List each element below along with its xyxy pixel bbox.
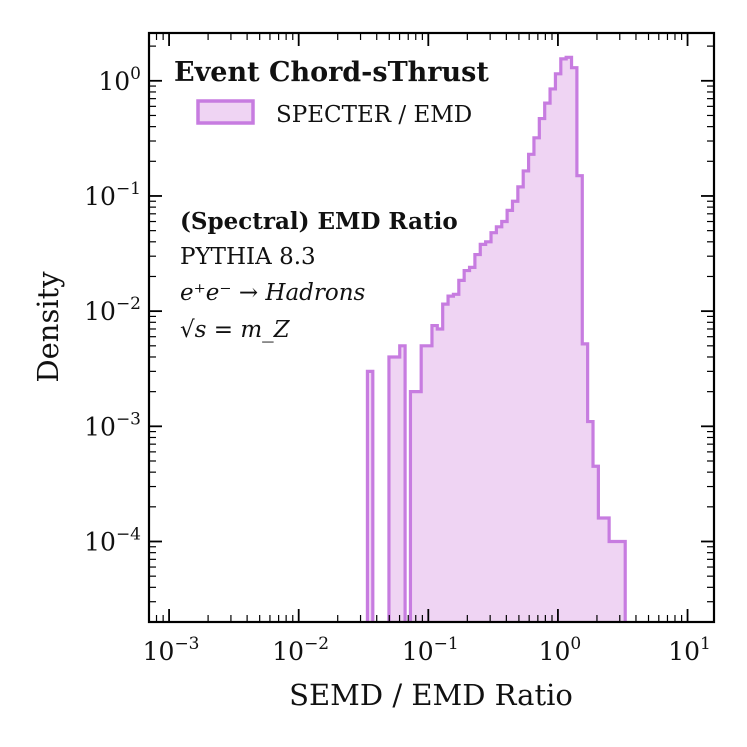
axis-ticks (148, 33, 714, 623)
annotation-energy: √s = m_Z (180, 317, 291, 343)
histogram-outline (365, 55, 627, 622)
y-tick-label: 10−2 (84, 294, 141, 326)
y-tick-label: 10−4 (84, 524, 141, 556)
annotation-heading: (Spectral) EMD Ratio (180, 208, 458, 235)
chart-title: Event Chord-sThrust (174, 57, 489, 88)
legend: SPECTER / EMD (196, 99, 472, 128)
y-tick-label: 10−1 (84, 179, 141, 211)
legend-swatch (196, 99, 255, 125)
histogram-fill (367, 57, 626, 622)
x-tick-label: 101 (668, 634, 711, 666)
plot-frame (147, 31, 716, 624)
annotation-process: e⁺e⁻ → Hadrons (180, 280, 366, 306)
histogram-series (365, 55, 627, 622)
annotation-block: (Spectral) EMD Ratio PYTHIA 8.3 e⁺e⁻ → H… (180, 208, 458, 343)
annotation-generator: PYTHIA 8.3 (180, 244, 316, 270)
x-tick-label: 100 (539, 634, 582, 666)
y-tick-label: 100 (98, 64, 141, 96)
y-axis-label: Density (31, 271, 65, 383)
x-tick-label: 10−1 (402, 634, 459, 666)
tick-labels: 10−3 10−2 10−1 100 101 10−4 10−3 10−2 10−1 100 (84, 64, 711, 666)
x-tick-label: 10−3 (143, 634, 200, 666)
x-axis-label: SEMD / EMD Ratio (289, 678, 573, 712)
y-tick-label: 10−3 (84, 409, 141, 441)
x-tick-label: 10−2 (272, 634, 329, 666)
legend-entry-label: SPECTER / EMD (276, 102, 472, 128)
